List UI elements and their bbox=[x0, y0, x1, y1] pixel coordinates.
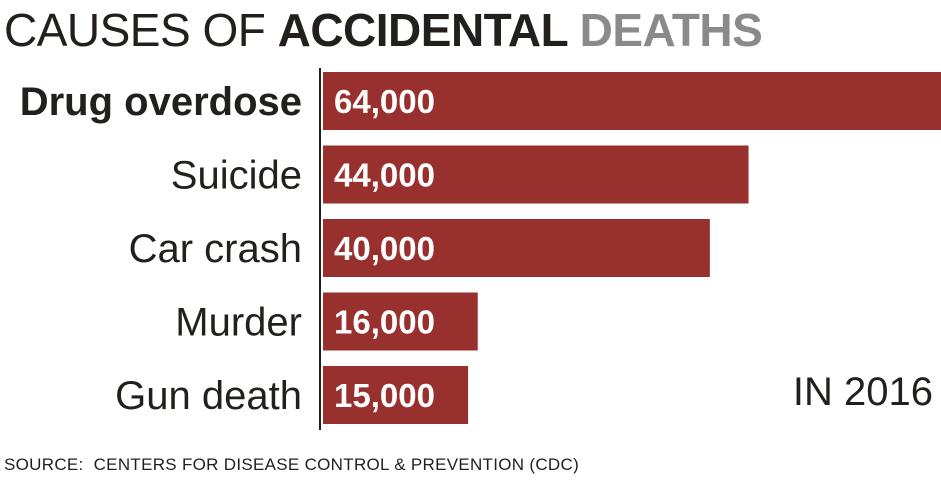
bar-value-label: 16,000 bbox=[334, 304, 435, 341]
chart-title: CAUSES OF ACCIDENTAL DEATHS bbox=[4, 2, 763, 58]
bar-murder bbox=[323, 292, 478, 351]
category-label: Car crash bbox=[129, 227, 302, 271]
category-label: Murder bbox=[175, 301, 302, 345]
title-part-2: ACCIDENTAL bbox=[277, 4, 580, 56]
category-label: Drug overdose bbox=[20, 80, 302, 124]
bar-value-label: 40,000 bbox=[334, 230, 435, 267]
category-label: Gun death bbox=[115, 374, 302, 418]
bar-suicide bbox=[323, 145, 749, 204]
bar-car-crash bbox=[323, 219, 710, 277]
bar-gun-death bbox=[323, 366, 469, 424]
year-annotation: IN 2016 bbox=[792, 370, 933, 414]
bar-value-label: 44,000 bbox=[334, 157, 435, 194]
bar-drug-overdose bbox=[323, 72, 941, 130]
source-note: SOURCE: CENTERS FOR DISEASE CONTROL & PR… bbox=[4, 455, 580, 474]
category-label: Suicide bbox=[171, 154, 302, 198]
bar-chart: 64,000 Drug overdose 44,000 Suicide 40,000 Ca… bbox=[20, 68, 941, 430]
bar-value-label: 64,000 bbox=[334, 83, 435, 120]
bar-value-label: 15,000 bbox=[334, 377, 435, 414]
title-part-1: CAUSES OF bbox=[4, 4, 278, 56]
title-part-3: DEATHS bbox=[579, 4, 763, 56]
